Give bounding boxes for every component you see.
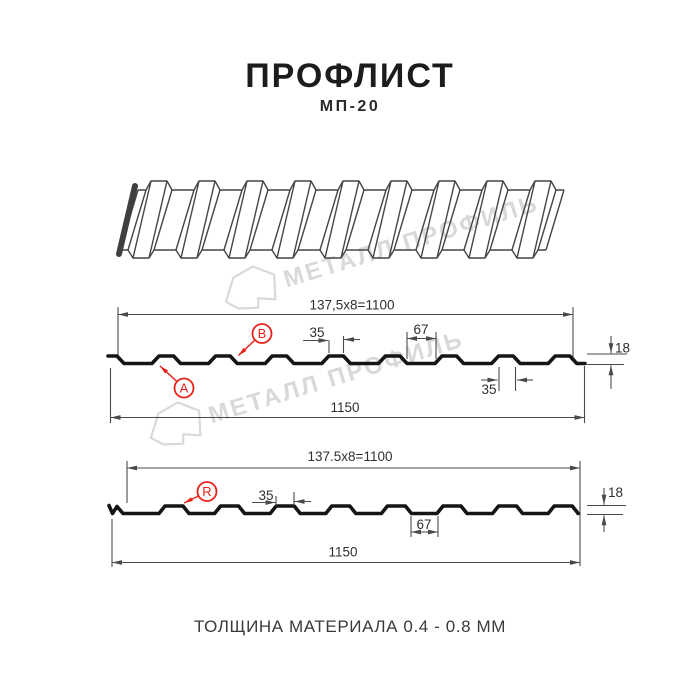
metal-profil-logo-icon <box>149 401 202 446</box>
sheet-3d-rib-edge <box>372 180 392 259</box>
sheet-3d-rib-edge <box>223 189 243 251</box>
dim-full-width-front: 1150 <box>109 366 586 423</box>
sheet-3d-rib-edge <box>468 180 488 259</box>
dim-label-rib-top-reverse: 35 <box>258 488 273 503</box>
profile-model-label: МП-20 <box>319 98 381 115</box>
reverse-profile-outline <box>107 503 580 516</box>
sheet-3d-rib-edge <box>463 189 483 251</box>
sheet-3d-view <box>116 180 565 259</box>
dim-label-groove-front: 67 <box>413 322 428 337</box>
material-thickness-note: ТОЛЩИНА МАТЕРИАЛА 0.4 - 0.8 ММ <box>193 617 507 636</box>
sheet-3d-rib-edge <box>132 180 152 259</box>
dim-label-groove-reverse: 67 <box>416 517 431 532</box>
sheet-3d-rib-edge <box>148 180 168 259</box>
callout-a-circle <box>173 377 195 399</box>
sheet-3d-rib-edge <box>244 180 264 259</box>
dim-groove-front: 67 <box>406 322 437 359</box>
sheet-3d-rib-edge <box>415 189 435 251</box>
sheet-3d-rib-edge <box>441 189 461 251</box>
sheet-3d-rib-edge <box>388 180 408 259</box>
sheet-3d-rib-edge <box>127 189 147 251</box>
sheet-3d-rib-edge <box>511 189 531 251</box>
sheet-3d-rib-edge <box>271 189 291 251</box>
sheet-3d-rib-edge <box>340 180 360 259</box>
sheet-3d-far-edge <box>138 180 564 191</box>
callout-b: B <box>237 323 273 357</box>
sheet-3d-rib-edge <box>393 189 413 251</box>
sheet-3d-rib-edge <box>367 189 387 251</box>
sheet-3d-rib-edge <box>180 180 200 259</box>
dim-label-total-width-reverse: 137.5x8=1100 <box>308 449 393 464</box>
metal-profil-logo-icon <box>224 265 277 310</box>
dim-label-rib-top-front: 35 <box>309 325 324 340</box>
dim-label-full-width-reverse: 1150 <box>328 545 357 560</box>
sheet-3d-near-edge <box>120 249 546 259</box>
callout-b-label: B <box>258 326 267 341</box>
dim-total-width-front: 137,5x8=1100 <box>117 298 574 359</box>
sheet-3d-rib-edge <box>319 189 339 251</box>
callout-a: A <box>159 365 195 399</box>
sheet-3d-rib-edge <box>484 180 504 259</box>
watermark-upper: МЕТАЛЛ ПРОФИЛЬ <box>224 190 542 310</box>
dim-height-reverse: 18 <box>587 485 626 532</box>
dim-rib-top-reverse: 35 <box>252 488 311 506</box>
dim-edge-margin-front: 35 <box>481 367 533 397</box>
dim-rib-top-front: 35 <box>303 325 360 353</box>
sheet-3d-rib-edge <box>297 189 317 251</box>
callout-r-circle <box>196 481 218 502</box>
dim-label-total-width-front: 137,5x8=1100 <box>310 298 395 313</box>
dim-groove-reverse: 67 <box>410 516 439 537</box>
sheet-3d-rib-edge <box>537 189 557 251</box>
sheet-3d-rib-edge <box>292 180 312 259</box>
dim-label-edge-margin-front: 35 <box>481 382 496 397</box>
sheet-3d-rib-edge <box>420 180 440 259</box>
dim-label-height-front: 18 <box>615 341 630 356</box>
sheet-3d-rib-edge <box>516 180 536 259</box>
sheet-3d-rib-edge <box>228 180 248 259</box>
sheet-3d-rib-edge <box>532 180 552 259</box>
sheet-3d-rib-edge <box>489 189 509 251</box>
sheet-3d-rib-edge <box>201 189 221 251</box>
callout-r-label: R <box>202 484 211 499</box>
dim-label-full-width-front: 1150 <box>330 400 359 415</box>
dim-label-height-reverse: 18 <box>608 485 623 500</box>
page-title: ПРОФЛИСТ <box>245 57 455 95</box>
sheet-3d-rib-edge <box>175 189 195 251</box>
sheet-3d-rib-edge <box>153 189 173 251</box>
front-profile-outline <box>106 354 587 366</box>
callout-b-circle <box>251 323 273 344</box>
dim-full-width-reverse: 1150 <box>111 519 580 567</box>
sheet-3d-right-cut <box>545 189 565 251</box>
sheet-3d-cut-edge-thick <box>116 183 138 257</box>
sheet-3d-rib-edge <box>324 180 344 259</box>
dim-height-front: 18 <box>587 336 630 389</box>
callout-r: R <box>183 481 218 504</box>
sheet-3d-rib-edge <box>249 189 269 251</box>
reverse-view-section: 137.5x8=1100 R 35 67 <box>107 449 626 567</box>
sheet-3d-rib-edge <box>345 189 365 251</box>
callout-a-label: A <box>180 381 189 396</box>
sheet-3d-rib-edge <box>276 180 296 259</box>
front-view-section: 137,5x8=1100 35 67 <box>106 298 630 423</box>
sheet-3d-rib-edge <box>196 180 216 259</box>
sheet-3d-rib-edge <box>436 180 456 259</box>
